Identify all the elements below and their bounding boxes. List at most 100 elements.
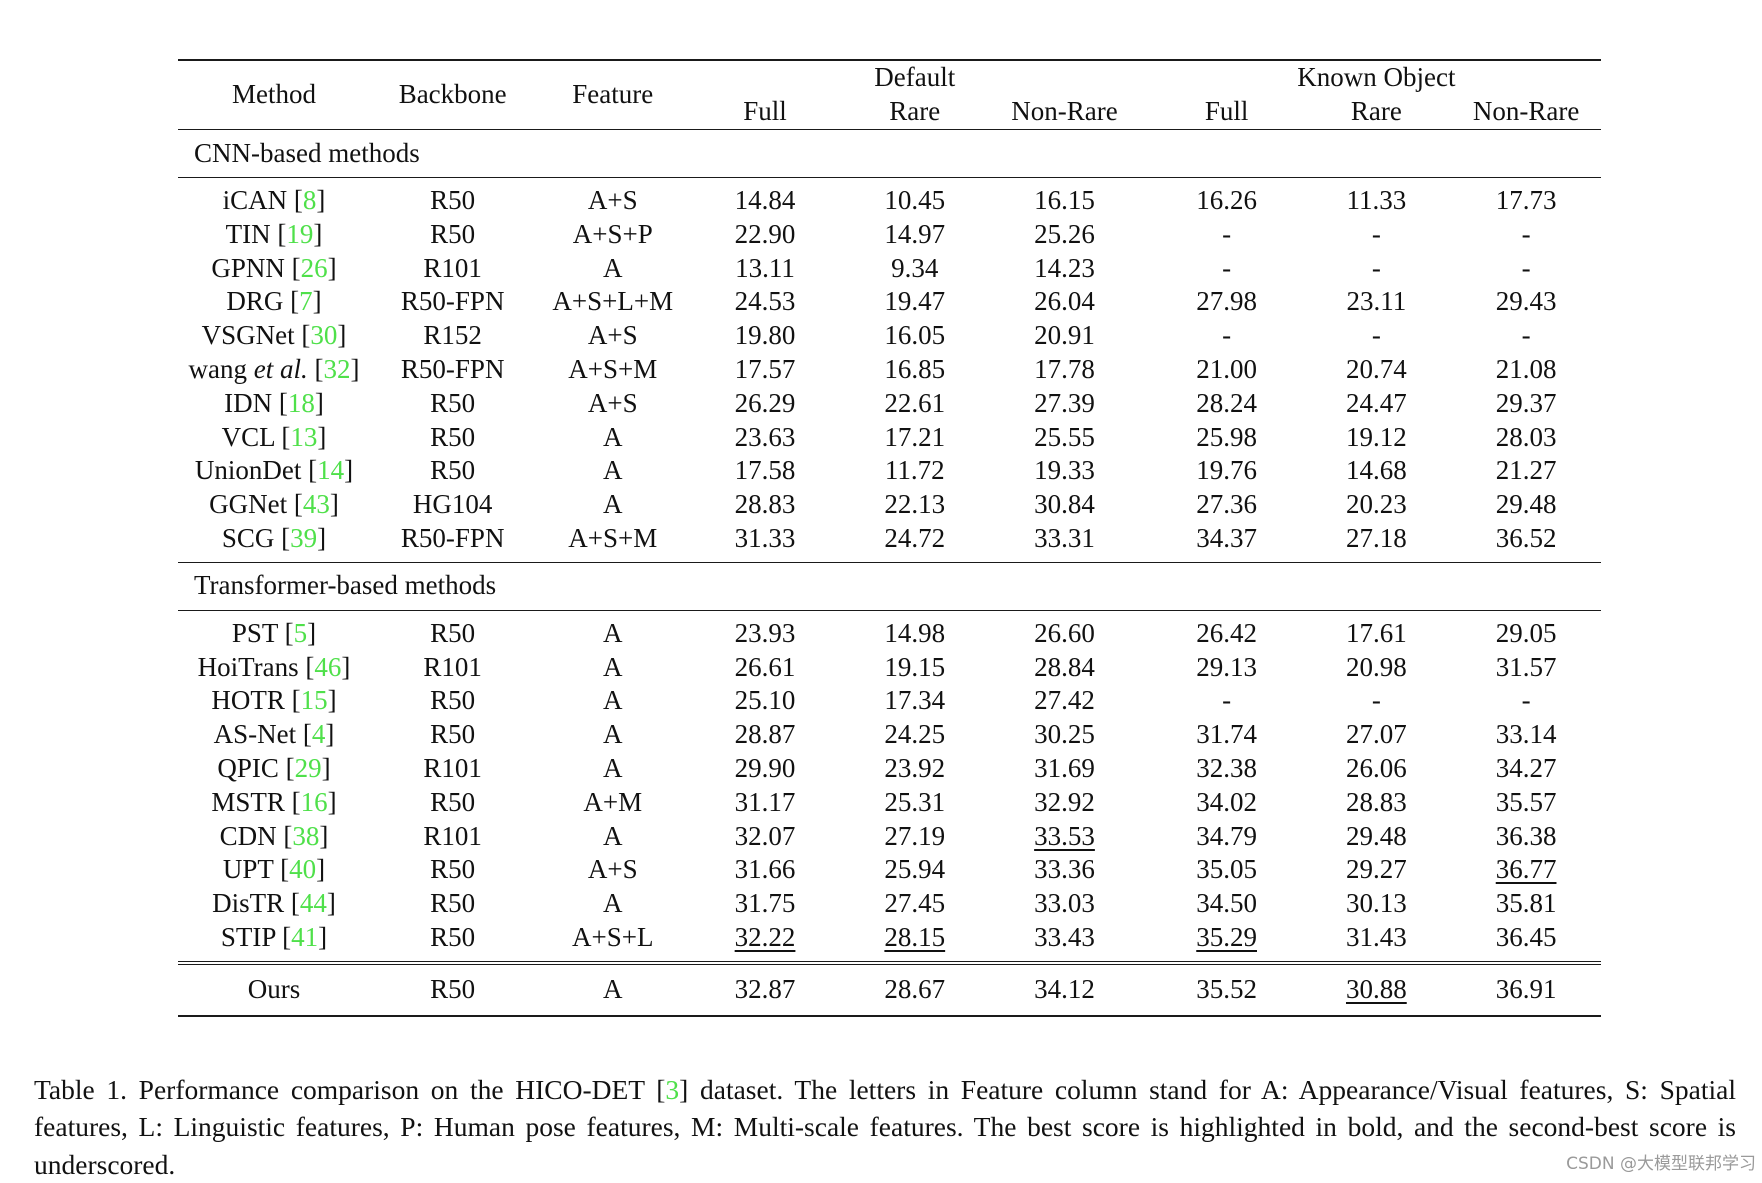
header-known-full: Full (1152, 95, 1302, 130)
method-name: wang (189, 354, 247, 384)
score-cell: - (1451, 218, 1601, 252)
method-name: HoiTrans (198, 652, 299, 682)
citation-link[interactable]: 15 (301, 685, 328, 715)
citation-link[interactable]: 14 (317, 455, 344, 485)
score-cell: 32.92 (990, 786, 1140, 820)
backbone-cell: R50-FPN (370, 353, 535, 387)
citation-link[interactable]: 13 (290, 422, 317, 452)
score-cell: 27.42 (990, 684, 1140, 718)
score-cell: 17.61 (1302, 610, 1452, 650)
backbone-cell: R152 (370, 319, 535, 353)
score-cell: 19.12 (1302, 421, 1452, 455)
score-cell: 26.29 (690, 387, 840, 421)
method-cell: AS-Net [4] (178, 718, 370, 752)
backbone-cell: R50 (370, 610, 535, 650)
score-cell: 29.05 (1451, 610, 1601, 650)
score-cell: - (1451, 319, 1601, 353)
method-cell: HOTR [15] (178, 684, 370, 718)
citation-link[interactable]: 38 (292, 821, 319, 851)
citation-link[interactable]: 32 (324, 354, 351, 384)
citation-link[interactable]: 46 (314, 652, 341, 682)
method-name: GPNN (211, 253, 285, 283)
method-name: TIN (226, 219, 271, 249)
score-cell: 24.72 (840, 522, 990, 562)
score-cell: 21.27 (1451, 454, 1601, 488)
citation-link[interactable]: 16 (301, 787, 328, 817)
score-cell: 36.77 (1451, 853, 1601, 887)
citation-link[interactable]: 19 (286, 219, 313, 249)
score-cell: 26.06 (1302, 752, 1452, 786)
score-cell: 27.19 (840, 820, 990, 854)
backbone-cell: R50 (370, 178, 535, 218)
citation-link[interactable]: 7 (299, 286, 313, 316)
score-cell: 14.84 (690, 178, 840, 218)
score-cell: 34.02 (1152, 786, 1302, 820)
header-default-nonrare: Non-Rare (990, 95, 1140, 130)
score-cell: 16.85 (840, 353, 990, 387)
citation-link[interactable]: 4 (312, 719, 326, 749)
header-known-rare: Rare (1302, 95, 1452, 130)
feature-cell: A (535, 488, 690, 522)
score-cell: 22.61 (840, 387, 990, 421)
score-cell: 29.48 (1302, 820, 1452, 854)
method-cell: SCG [39] (178, 522, 370, 562)
score-cell: 34.50 (1152, 887, 1302, 921)
score-cell: 30.25 (990, 718, 1140, 752)
score-cell: 20.91 (990, 319, 1140, 353)
score-cell: 16.05 (840, 319, 990, 353)
backbone-cell: R50 (370, 421, 535, 455)
score-cell: 25.31 (840, 786, 990, 820)
method-name: AS-Net (214, 719, 297, 749)
header-backbone: Backbone (370, 60, 535, 130)
score-cell: 28.83 (690, 488, 840, 522)
caption-citation-link[interactable]: 3 (665, 1074, 679, 1105)
score-cell: 27.98 (1152, 285, 1302, 319)
feature-cell: A+S+L+M (535, 285, 690, 319)
score-cell: 20.98 (1302, 651, 1452, 685)
score-cell: 24.47 (1302, 387, 1452, 421)
citation-link[interactable]: 26 (301, 253, 328, 283)
method-name: UnionDet (195, 455, 301, 485)
score-cell: 19.33 (990, 454, 1140, 488)
score-cell: 28.15 (840, 921, 990, 963)
citation-link[interactable]: 30 (310, 320, 337, 350)
citation-link[interactable]: 43 (303, 489, 330, 519)
score-cell: 24.25 (840, 718, 990, 752)
citation-link[interactable]: 44 (300, 888, 327, 918)
score-cell: 32.22 (690, 921, 840, 963)
score-cell: 29.37 (1451, 387, 1601, 421)
method-cell: GPNN [26] (178, 252, 370, 286)
caption-label: Table 1. (34, 1074, 127, 1105)
backbone-cell: R50 (370, 454, 535, 488)
method-name: IDN (224, 388, 272, 418)
citation-link[interactable]: 8 (303, 185, 317, 215)
backbone-cell: R50 (370, 786, 535, 820)
score-cell: 27.18 (1302, 522, 1452, 562)
citation-link[interactable]: 41 (291, 922, 318, 952)
score-cell: 35.52 (1152, 963, 1302, 1016)
citation-link[interactable]: 29 (295, 753, 322, 783)
score-cell: 17.34 (840, 684, 990, 718)
citation-link[interactable]: 5 (294, 618, 308, 648)
citation-link[interactable]: 39 (290, 523, 317, 553)
feature-cell: A+S (535, 178, 690, 218)
score-cell: 16.15 (990, 178, 1140, 218)
score-cell: 30.88 (1302, 963, 1452, 1016)
score-cell: 35.29 (1152, 921, 1302, 963)
citation-link[interactable]: 18 (288, 388, 315, 418)
score-cell: 11.72 (840, 454, 990, 488)
score-cell: 14.68 (1302, 454, 1452, 488)
score-cell: 34.79 (1152, 820, 1302, 854)
feature-cell: A+S+M (535, 353, 690, 387)
score-cell: - (1302, 319, 1452, 353)
feature-cell: A (535, 684, 690, 718)
section-title: Transformer-based methods (178, 562, 1601, 610)
feature-cell: A (535, 651, 690, 685)
citation-link[interactable]: 40 (289, 854, 316, 884)
